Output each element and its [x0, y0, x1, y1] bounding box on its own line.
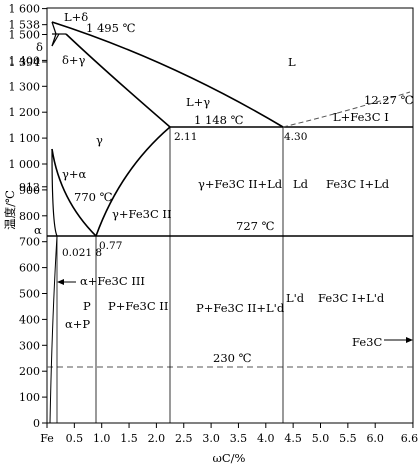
- a3-line: [51, 148, 97, 237]
- region-label-cementite: Fe3C: [352, 335, 382, 349]
- point-label-eutectoid-temp: 727 ℃: [236, 219, 275, 233]
- region-label-l-delta: L+δ: [64, 10, 88, 24]
- x-tick-label: 5.0: [312, 432, 330, 445]
- region-label-alpha-p: α+P: [65, 317, 90, 331]
- left-arrow-icon: [57, 279, 64, 285]
- point-label-curie-temp: 770 ℃: [74, 190, 113, 204]
- x-tick-label: 3.5: [230, 432, 248, 445]
- region-label-l-fe3c1: L+Fe3C I: [333, 110, 389, 124]
- x-tick-label: 2.5: [175, 432, 193, 445]
- solidus-line: [65, 33, 171, 128]
- region-label-ld: Ld: [293, 177, 309, 191]
- y-tick-label: 1 100: [9, 132, 41, 145]
- point-label-e-point: 2.11: [174, 131, 197, 143]
- y-tick-label: 800: [19, 210, 40, 223]
- point-label-peritectic-temp: 1 495 ℃: [86, 21, 136, 35]
- region-label-p-fe3c2: P+Fe3C II: [108, 299, 168, 313]
- x-tick-label: Fe: [40, 432, 54, 445]
- x-axis-ticks: Fe 0.5 1.0 1.5 2.0 2.5 3.0 3.5 4.0 4.5 5.0 5.5 6.0 6.…: [40, 423, 418, 445]
- point-label-low-temp: 230 ℃: [213, 351, 252, 365]
- y-tick-label: 912: [19, 181, 40, 194]
- liquidus-line: [51, 21, 284, 128]
- x-tick-label: 3.0: [202, 432, 220, 445]
- y-tick-label: 1 394: [9, 56, 41, 69]
- region-label-l-gamma: L+γ: [186, 95, 210, 109]
- point-label-c-point: 4.30: [284, 131, 307, 143]
- y-tick-label: 1 200: [9, 106, 41, 119]
- y-tick-label: 1 538: [9, 19, 41, 32]
- x-tick-label: 6.69: [401, 432, 418, 445]
- region-label-gamma-alpha: γ+α: [62, 167, 87, 181]
- region-label-delta-gamma: δ+γ: [62, 53, 86, 67]
- y-tick-label: 500: [19, 288, 40, 301]
- region-label-liquid: L: [288, 55, 296, 69]
- x-tick-label: 6.0: [366, 432, 384, 445]
- region-label-ldprime: L'd: [286, 291, 305, 305]
- y-tick-label: 1 000: [9, 158, 41, 171]
- y-tick-label: 1 600: [9, 3, 41, 16]
- y-tick-label: 200: [19, 365, 40, 378]
- y-axis-label: 温度/℃: [3, 190, 17, 230]
- x-tick-label: 1.0: [93, 432, 111, 445]
- x-tick-label: 5.5: [339, 432, 357, 445]
- y-tick-label: 1 400: [9, 54, 41, 67]
- x-tick-label: 4.0: [257, 432, 275, 445]
- y-tick-label: 700: [19, 236, 40, 249]
- point-label-eutectic-temp: 1 148 ℃: [194, 113, 244, 127]
- region-label-gamma-fe3c2: γ+Fe3C II: [112, 207, 172, 221]
- y-tick-label: 1 300: [9, 80, 41, 93]
- cementite-liquidus-line: [282, 91, 411, 128]
- y-tick-label: 400: [19, 313, 40, 326]
- alpha-boundary: [51, 148, 58, 237]
- point-label-p-point: 0.021 8: [62, 247, 102, 259]
- region-label-delta: δ: [36, 40, 43, 54]
- region-label-alpha-fe3c3: α+Fe3C III: [80, 274, 145, 288]
- solvus-line: [49, 235, 58, 424]
- region-label-fe3c1-ldprime: Fe3C I+L'd: [318, 291, 385, 305]
- region-label-alpha: α: [34, 223, 42, 237]
- y-tick-label: 0: [33, 417, 40, 430]
- y-tick-label: 1 500: [9, 29, 41, 42]
- delta-solidus: [51, 21, 57, 35]
- region-label-fe3c1-ld: Fe3C I+Ld: [326, 177, 390, 191]
- region-labels: L L+δ δ δ+γ L+γ γ γ+α α L+Fe3C I γ+Fe3C II γ+Fe3C …: [34, 10, 414, 365]
- x-tick-label: 0.5: [66, 432, 84, 445]
- x-tick-label: 1.5: [120, 432, 138, 445]
- region-label-p-fe3c2-ldprime: P+Fe3C II+L'd: [196, 301, 285, 315]
- region-label-gamma: γ: [96, 133, 103, 147]
- right-arrow-icon: [406, 337, 413, 343]
- region-label-pearlite: P: [83, 299, 91, 313]
- region-label-gamma-fe3c2-ld: γ+Fe3C II+Ld: [198, 177, 283, 191]
- x-tick-label: 4.5: [284, 432, 302, 445]
- x-tick-label: 2.0: [148, 432, 166, 445]
- delta-gamma-boundary: [51, 33, 60, 47]
- x-axis-label: ωC/%: [213, 451, 246, 465]
- point-label-s-point: 0.77: [99, 240, 122, 252]
- point-label-cementite-melt: 12.27 ℃: [364, 93, 414, 107]
- y-tick-label: 300: [19, 339, 40, 352]
- y-tick-label: 100: [19, 391, 40, 404]
- acm-line: [95, 126, 171, 237]
- y-tick-label: 900: [19, 184, 40, 197]
- y-tick-label: 600: [19, 262, 40, 275]
